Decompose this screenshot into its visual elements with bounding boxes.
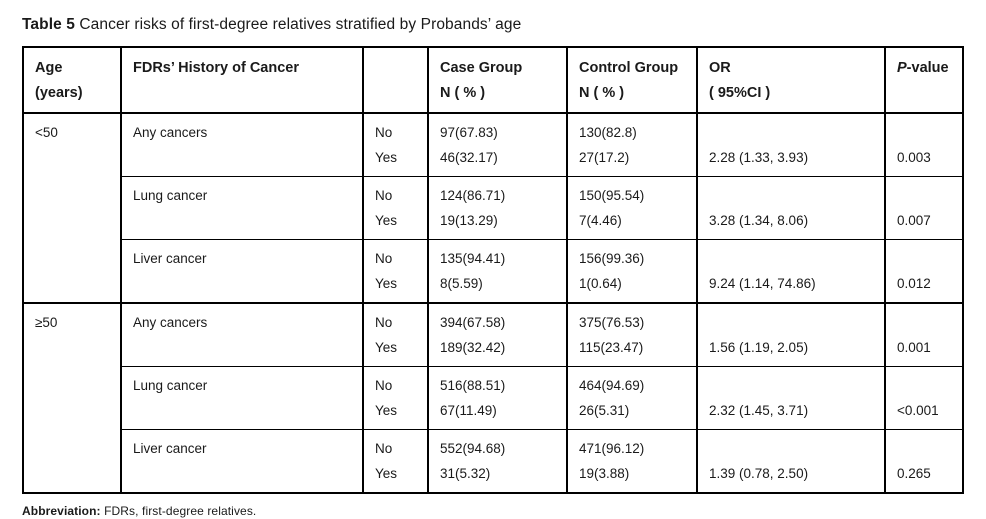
p-value-cell: 0.012	[884, 239, 963, 304]
table-row: Lung cancer No Yes 516(88.51) 67(11.49) …	[23, 366, 963, 430]
p-value-cell: <0.001	[884, 366, 963, 430]
footnote-text: FDRs, first-degree relatives.	[100, 504, 257, 518]
p-value-cell: 0.003	[884, 113, 963, 177]
control-group-cell: 375(76.53) 115(23.47)	[566, 303, 697, 367]
yes-no-cell: No Yes	[362, 303, 428, 367]
case-group-cell: 552(94.68) 31(5.32)	[427, 429, 567, 493]
cancer-type-cell: Any cancers	[120, 303, 363, 367]
cancer-type-cell: Lung cancer	[120, 176, 363, 240]
header-p-value: P-value	[884, 47, 963, 114]
header-or: OR ( 95%CI )	[696, 47, 885, 114]
table-row: Liver cancer No Yes 135(94.41) 8(5.59) 1…	[23, 239, 963, 304]
control-group-cell: 471(96.12) 19(3.88)	[566, 429, 697, 493]
p-value-symbol: P	[897, 60, 907, 76]
p-value-suffix: -value	[906, 60, 949, 76]
control-group-cell: 156(99.36) 1(0.64)	[566, 239, 697, 304]
table-row: Liver cancer No Yes 552(94.68) 31(5.32) …	[23, 429, 963, 493]
table-title-text: Cancer risks of first-degree relatives s…	[74, 16, 522, 33]
p-value-cell: 0.001	[884, 303, 963, 367]
case-group-cell: 394(67.58) 189(32.42)	[427, 303, 567, 367]
yes-no-cell: No Yes	[362, 176, 428, 240]
cancer-type-cell: Liver cancer	[120, 239, 363, 304]
header-fdr-history: FDRs’ History of Cancer	[120, 47, 363, 114]
age-group-cell: <50	[23, 113, 121, 304]
or-cell: 1.56 (1.19, 2.05)	[696, 303, 885, 367]
cancer-type-cell: Lung cancer	[120, 366, 363, 430]
case-group-cell: 516(88.51) 67(11.49)	[427, 366, 567, 430]
age-group-cell: ≥50	[35, 315, 58, 330]
case-group-cell: 135(94.41) 8(5.59)	[427, 239, 567, 304]
header-row: Age (years) FDRs’ History of Cancer Case…	[23, 47, 963, 114]
or-cell: 9.24 (1.14, 74.86)	[696, 239, 885, 304]
table-title: Table 5 Cancer risks of first-degree rel…	[22, 14, 986, 36]
footnote-label: Abbreviation:	[22, 504, 101, 518]
cancer-type-cell: Any cancers	[120, 113, 363, 177]
or-cell: 2.28 (1.33, 3.93)	[696, 113, 885, 177]
table-footnote: Abbreviation: FDRs, first-degree relativ…	[22, 503, 986, 519]
header-indicator	[362, 47, 428, 114]
control-group-cell: 130(82.8) 27(17.2)	[566, 113, 697, 177]
p-value-cell: 0.265	[884, 429, 963, 493]
case-group-cell: 97(67.83) 46(32.17)	[427, 113, 567, 177]
header-case-group: Case Group N ( % )	[427, 47, 567, 114]
or-cell: 2.32 (1.45, 3.71)	[696, 366, 885, 430]
table-row: ≥50 Any cancers No Yes 394(67.58) 189(32…	[23, 303, 963, 367]
yes-no-cell: No Yes	[362, 429, 428, 493]
control-group-cell: 464(94.69) 26(5.31)	[566, 366, 697, 430]
control-group-cell: 150(95.54) 7(4.46)	[566, 176, 697, 240]
table-row: <50 Any cancers No Yes 97(67.83) 46(32.1…	[23, 113, 963, 304]
table-title-prefix: Table 5	[22, 16, 75, 33]
header-age: Age (years)	[23, 47, 121, 114]
table-row: Lung cancer No Yes 124(86.71) 19(13.29) …	[23, 176, 963, 240]
yes-no-cell: No Yes	[362, 366, 428, 430]
or-cell: 3.28 (1.34, 8.06)	[696, 176, 885, 240]
or-cell: 1.39 (0.78, 2.50)	[696, 429, 885, 493]
p-value-cell: 0.007	[884, 176, 963, 240]
yes-no-cell: No Yes	[362, 239, 428, 304]
case-group-cell: 124(86.71) 19(13.29)	[427, 176, 567, 240]
cancer-type-cell: Liver cancer	[120, 429, 363, 493]
header-control-group: Control Group N ( % )	[566, 47, 697, 114]
cancer-risk-table: Age (years) FDRs’ History of Cancer Case…	[22, 46, 964, 494]
yes-no-cell: No Yes	[362, 113, 428, 177]
